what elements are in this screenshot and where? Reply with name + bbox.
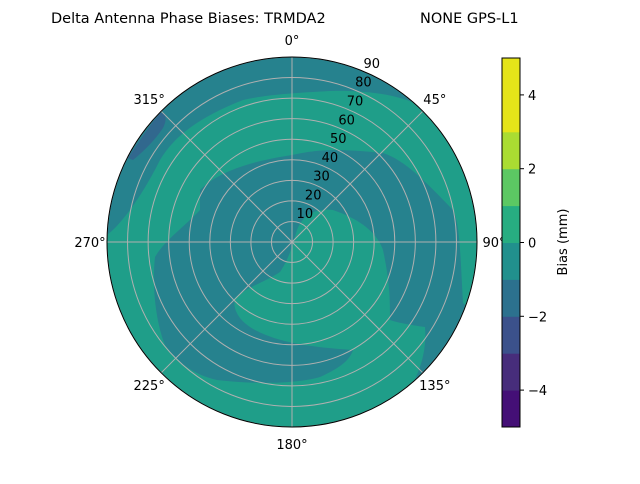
colorbar-tick-label: 0 bbox=[528, 237, 536, 252]
radial-tick-labels: 10 20 30 40 50 60 70 80 90 bbox=[297, 57, 380, 222]
chart-title: Delta Antenna Phase Biases: TRMDA2 bbox=[51, 11, 326, 27]
radial-tick-label: 50 bbox=[330, 132, 347, 147]
colorbar-band bbox=[502, 279, 520, 317]
radial-tick-label: 70 bbox=[347, 95, 364, 110]
radial-tick-label: 40 bbox=[322, 151, 339, 166]
colorbar-ticks: 4 2 0 −2 −4 bbox=[520, 89, 547, 399]
colorbar bbox=[502, 58, 520, 428]
colorbar-band bbox=[502, 316, 520, 354]
radial-tick-label: 10 bbox=[297, 207, 314, 222]
colorbar-band bbox=[502, 94, 520, 133]
colorbar-band bbox=[502, 390, 520, 428]
angular-gridlines bbox=[107, 57, 477, 427]
angle-tick-label: 270° bbox=[74, 236, 105, 251]
angular-gridline bbox=[160, 241, 293, 374]
radial-tick-label: 90 bbox=[363, 57, 380, 72]
angle-tick-label: 0° bbox=[285, 34, 300, 49]
angle-tick-label: 180° bbox=[276, 438, 307, 453]
angular-gridline bbox=[291, 110, 424, 243]
angle-tick-labels: 0° 45° 90° 135° 180° 225° 270° 315° bbox=[74, 34, 505, 453]
radial-tick-label: 20 bbox=[305, 188, 322, 203]
chart-subtitle: NONE GPS-L1 bbox=[420, 11, 519, 27]
radial-tick-label: 80 bbox=[355, 76, 372, 91]
polar-frame bbox=[106, 56, 478, 428]
colorbar-band bbox=[502, 205, 520, 243]
colorbar-band bbox=[502, 242, 520, 280]
colorbar-tick-label: −4 bbox=[528, 384, 547, 399]
angular-gridline bbox=[160, 110, 293, 243]
contour-region-neg2-neg1 bbox=[128, 112, 166, 160]
angle-tick-label: 45° bbox=[423, 93, 446, 108]
radial-tick-label: 30 bbox=[313, 170, 330, 185]
angle-tick-label: 135° bbox=[419, 379, 450, 394]
colorbar-band bbox=[502, 353, 520, 391]
radial-tick-label: 60 bbox=[338, 113, 355, 128]
angle-tick-label: 315° bbox=[134, 93, 165, 108]
colorbar-label: Bias (mm) bbox=[556, 209, 571, 276]
contour-region-neg1-0-outer bbox=[107, 57, 477, 240]
colorbar-band bbox=[502, 168, 520, 207]
colorbar-tick-label: 2 bbox=[528, 163, 536, 178]
angle-tick-label: 90° bbox=[482, 236, 505, 251]
contour-region-neg1-0-spiral bbox=[153, 150, 477, 400]
angular-gridline bbox=[291, 241, 424, 374]
colorbar-tick-label: −2 bbox=[528, 310, 547, 325]
colorbar-band bbox=[502, 131, 520, 170]
colorbar-tick-label: 4 bbox=[528, 89, 536, 104]
colorbar-band bbox=[502, 58, 520, 96]
contour-fill bbox=[107, 57, 477, 427]
angle-tick-label: 225° bbox=[134, 379, 165, 394]
